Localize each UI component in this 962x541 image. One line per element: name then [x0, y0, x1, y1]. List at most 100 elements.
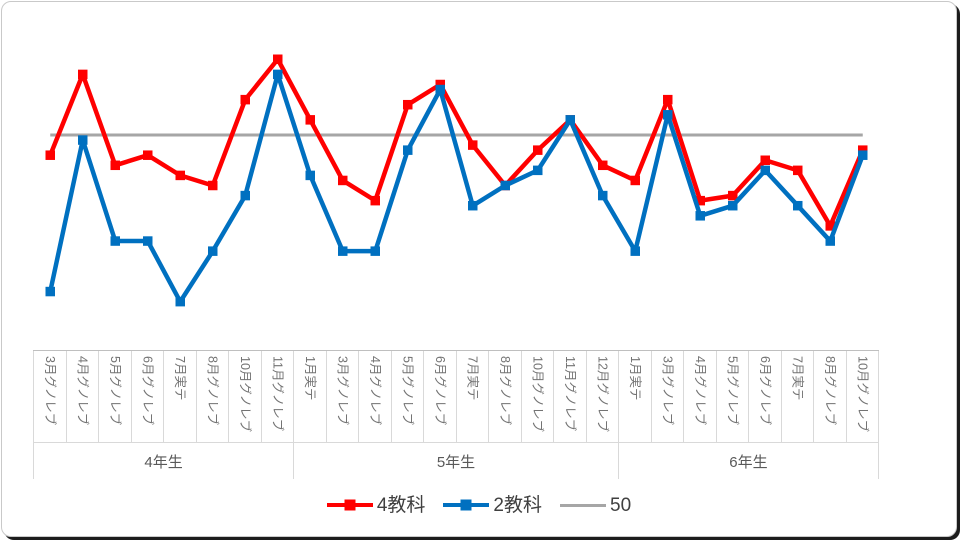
data-point-marker [728, 190, 738, 201]
data-point-marker [305, 170, 315, 181]
data-point-marker [630, 175, 640, 186]
data-point-marker [143, 150, 153, 160]
data-point-marker [728, 200, 738, 211]
data-point-marker [143, 236, 153, 246]
red-line-swatch-icon [326, 499, 373, 511]
data-point-marker [663, 110, 673, 120]
category-label-cell: 8月グノレブ [195, 351, 229, 442]
category-label-cell: 6月グノレブ [130, 351, 164, 442]
plot-area [45, 54, 868, 307]
category-label-cell: 5月グノレブ [98, 351, 131, 442]
category-label: 3月グノレブ [335, 356, 350, 426]
legend-item-series-1: 4教科 [326, 494, 426, 516]
category-label: 5月グノレブ [725, 356, 740, 426]
category-label-cell: 8月グノレブ [813, 351, 846, 442]
category-label: 6月グノレブ [433, 356, 447, 426]
category-label: 3月グノレブ [43, 356, 57, 426]
data-point-marker [338, 246, 348, 256]
red-square-marker-icon [344, 499, 356, 511]
series-line-1 [48, 57, 865, 229]
category-label: 8月グノレブ [498, 356, 512, 426]
category-label: 6月グノレブ [140, 356, 155, 426]
category-label: 11月グノレブ [270, 356, 285, 432]
category-label-cell: 3月グノレブ [650, 351, 684, 442]
category-label: 7月実テ [790, 356, 805, 401]
data-point-marker [240, 190, 250, 201]
gray-line-swatch-icon [560, 503, 606, 507]
data-point-marker [500, 180, 510, 191]
category-label: 12月グノレブ [595, 356, 610, 433]
data-point-marker [533, 165, 543, 176]
data-point-marker [110, 236, 120, 246]
category-label-cell: 10月グノレブ [228, 351, 261, 442]
data-point-marker [110, 160, 120, 171]
category-label-cell: 10月グノレブ [845, 351, 879, 442]
data-point-marker [435, 79, 445, 90]
category-label: 7月実テ [465, 356, 480, 401]
data-point-marker [695, 195, 705, 206]
legend-label-series-1: 4教科 [376, 494, 426, 516]
data-point-marker [175, 296, 185, 307]
data-point-marker [305, 115, 315, 125]
category-label-cell: 4月グノレブ [683, 351, 716, 442]
series-line-2 [48, 72, 865, 304]
grade-group-4: 4年生 [33, 443, 293, 479]
category-label: 8月グノレブ [823, 356, 837, 426]
category-label-cell: 7月実テ [163, 351, 196, 442]
category-label-cell: 3月グノレブ [325, 351, 359, 442]
data-point-marker [370, 195, 380, 206]
category-label: 5月グノレブ [108, 356, 122, 426]
legend-label-series-2: 2教科 [493, 494, 542, 516]
data-point-marker [208, 180, 218, 191]
grade-group-axis: 4年生 5年生 6年生 [33, 442, 879, 479]
data-point-marker [403, 99, 413, 110]
blue-square-marker-icon [460, 499, 472, 511]
category-label-cell: 8月グノレブ [488, 351, 521, 442]
category-label-cell: 11月グノレブ [260, 351, 294, 442]
category-label: 10月グノレブ [855, 356, 870, 433]
data-point-marker [598, 190, 608, 201]
chart-legend: 4教科 2教科 50 [2, 489, 956, 521]
grade-group-6: 6年生 [617, 443, 879, 479]
category-label: 1月実テ [628, 356, 642, 401]
data-point-marker [403, 145, 413, 155]
legend-label-reference-line: 50 [610, 494, 632, 516]
category-label: 6月グノレブ [758, 356, 772, 426]
category-label-cell: 7月実テ [455, 351, 489, 442]
data-point-marker [793, 200, 803, 211]
data-point-marker [825, 221, 835, 231]
category-label: 4月グノレブ [693, 356, 707, 426]
category-label-cell: 7月実テ [780, 351, 814, 442]
category-label-cell: 11月グノレブ [553, 351, 586, 442]
data-point-marker [45, 286, 55, 297]
category-label: 1月実テ [303, 356, 317, 401]
category-label-cell: 6月グノレブ [748, 351, 781, 442]
data-point-marker [858, 145, 868, 155]
data-point-marker [78, 135, 88, 145]
data-point-marker [208, 246, 218, 256]
data-point-marker [858, 150, 868, 160]
data-point-marker [598, 160, 608, 171]
category-label: 11月グノレブ [563, 356, 577, 432]
data-point-marker [175, 170, 185, 181]
category-label: 7月実テ [173, 356, 187, 401]
data-point-marker [273, 69, 283, 80]
data-point-marker [565, 115, 575, 125]
data-point-marker [760, 155, 770, 165]
blue-line-swatch-icon [443, 499, 490, 511]
category-label: 4月グノレブ [75, 356, 90, 426]
category-label-cell: 6月グノレブ [423, 351, 456, 442]
category-label-cell: 3月グノレブ [33, 351, 66, 442]
data-point-marker [663, 94, 673, 105]
legend-item-reference-line: 50 [560, 496, 631, 515]
category-label-cell: 12月グノレブ [585, 351, 619, 442]
category-label-cell: 5月グノレブ [390, 351, 424, 442]
data-point-marker [78, 69, 88, 80]
category-label: 8月グノレブ [205, 356, 220, 426]
data-point-marker [435, 84, 445, 95]
category-label-cell: 1月実テ [618, 351, 651, 442]
data-point-marker [695, 211, 705, 221]
data-point-marker [468, 140, 478, 150]
data-point-marker [273, 54, 283, 64]
